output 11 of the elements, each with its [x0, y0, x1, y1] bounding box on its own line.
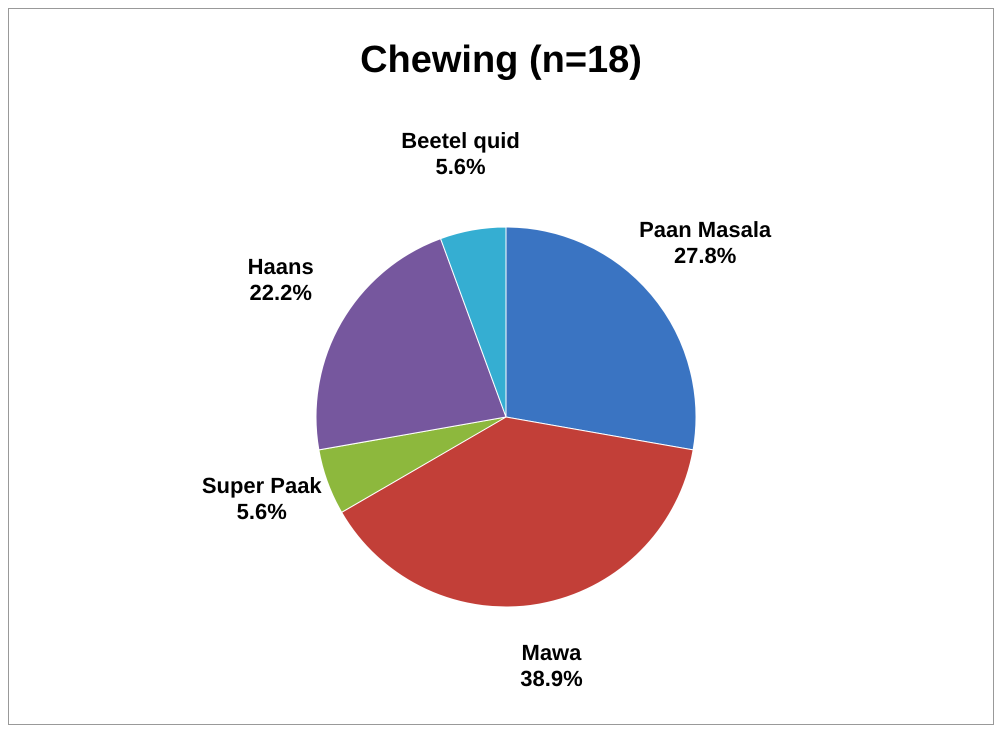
slice-label: Paan Masala: [639, 216, 772, 242]
slice-label: Super Paak: [202, 473, 322, 498]
slice-label: Mawa: [522, 640, 582, 665]
slice-label: Haans: [248, 254, 314, 280]
slice-label: Beetel quid: [401, 128, 520, 154]
data-label: 5.6%: [236, 499, 287, 524]
data-label: 38.9%: [520, 666, 583, 691]
data-label: 27.8%: [674, 242, 736, 268]
chart-title: Chewing (n=18): [359, 39, 643, 82]
data-label: 22.2%: [250, 280, 312, 306]
data-label: 5.6%: [435, 154, 486, 180]
